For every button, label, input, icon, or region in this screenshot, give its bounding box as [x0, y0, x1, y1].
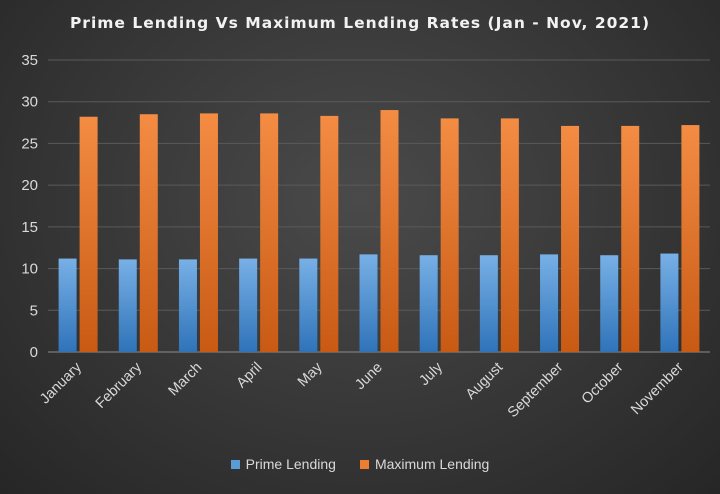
legend: Prime Lending Maximum Lending — [0, 456, 720, 472]
x-tick-label-october: October — [579, 359, 627, 407]
y-tick-label-20: 20 — [21, 177, 38, 194]
legend-item-maximum-lending: Maximum Lending — [359, 456, 490, 472]
bar-maximum-lending-march — [199, 113, 218, 352]
y-tick-label-5: 5 — [30, 302, 38, 319]
bar-maximum-lending-april — [260, 113, 279, 352]
bar-prime-lending-august — [479, 255, 498, 352]
bar-maximum-lending-february — [139, 114, 158, 352]
bar-maximum-lending-july — [440, 118, 459, 353]
x-tick-label-august: August — [463, 360, 506, 403]
bar-maximum-lending-september — [561, 125, 580, 352]
x-tick-label-april: April — [234, 360, 266, 392]
bar-prime-lending-march — [178, 259, 197, 352]
x-tick-label-may: May — [295, 359, 326, 390]
bar-prime-lending-july — [419, 255, 438, 352]
y-tick-label-35: 35 — [21, 52, 38, 69]
legend-swatch-prime-lending — [230, 459, 240, 469]
legend-item-prime-lending: Prime Lending — [230, 456, 336, 472]
bar-maximum-lending-june — [380, 110, 399, 352]
bar-maximum-lending-november — [681, 125, 700, 353]
x-tick-label-march: March — [165, 360, 205, 400]
x-tick-label-june: June — [352, 360, 386, 394]
y-tick-label-15: 15 — [21, 219, 38, 236]
legend-label-prime-lending: Prime Lending — [245, 456, 336, 472]
x-tick-label-september: September — [505, 359, 567, 421]
legend-label-maximum-lending: Maximum Lending — [374, 456, 490, 472]
bar-prime-lending-may — [299, 258, 318, 352]
chart-title: Prime Lending Vs Maximum Lending Rates (… — [69, 14, 651, 32]
x-tick-label-january: January — [37, 359, 85, 407]
bar-prime-lending-april — [239, 258, 258, 352]
bar-maximum-lending-may — [320, 115, 339, 352]
bar-maximum-lending-august — [500, 118, 519, 353]
y-tick-label-30: 30 — [21, 94, 38, 111]
bar-prime-lending-february — [118, 259, 137, 352]
bar-maximum-lending-october — [621, 125, 640, 352]
bar-prime-lending-november — [660, 253, 679, 352]
legend-swatch-maximum-lending — [359, 459, 369, 469]
bar-prime-lending-october — [600, 255, 619, 352]
x-tick-label-july: July — [416, 359, 446, 389]
y-tick-label-10: 10 — [21, 261, 38, 278]
bar-prime-lending-january — [58, 258, 77, 352]
y-tick-label-25: 25 — [21, 135, 38, 152]
x-tick-label-february: February — [93, 359, 146, 412]
bar-prime-lending-june — [359, 254, 378, 352]
bar-maximum-lending-january — [79, 116, 98, 352]
bar-prime-lending-september — [540, 254, 559, 352]
y-tick-label-0: 0 — [30, 344, 38, 361]
x-tick-label-november: November — [628, 359, 687, 418]
